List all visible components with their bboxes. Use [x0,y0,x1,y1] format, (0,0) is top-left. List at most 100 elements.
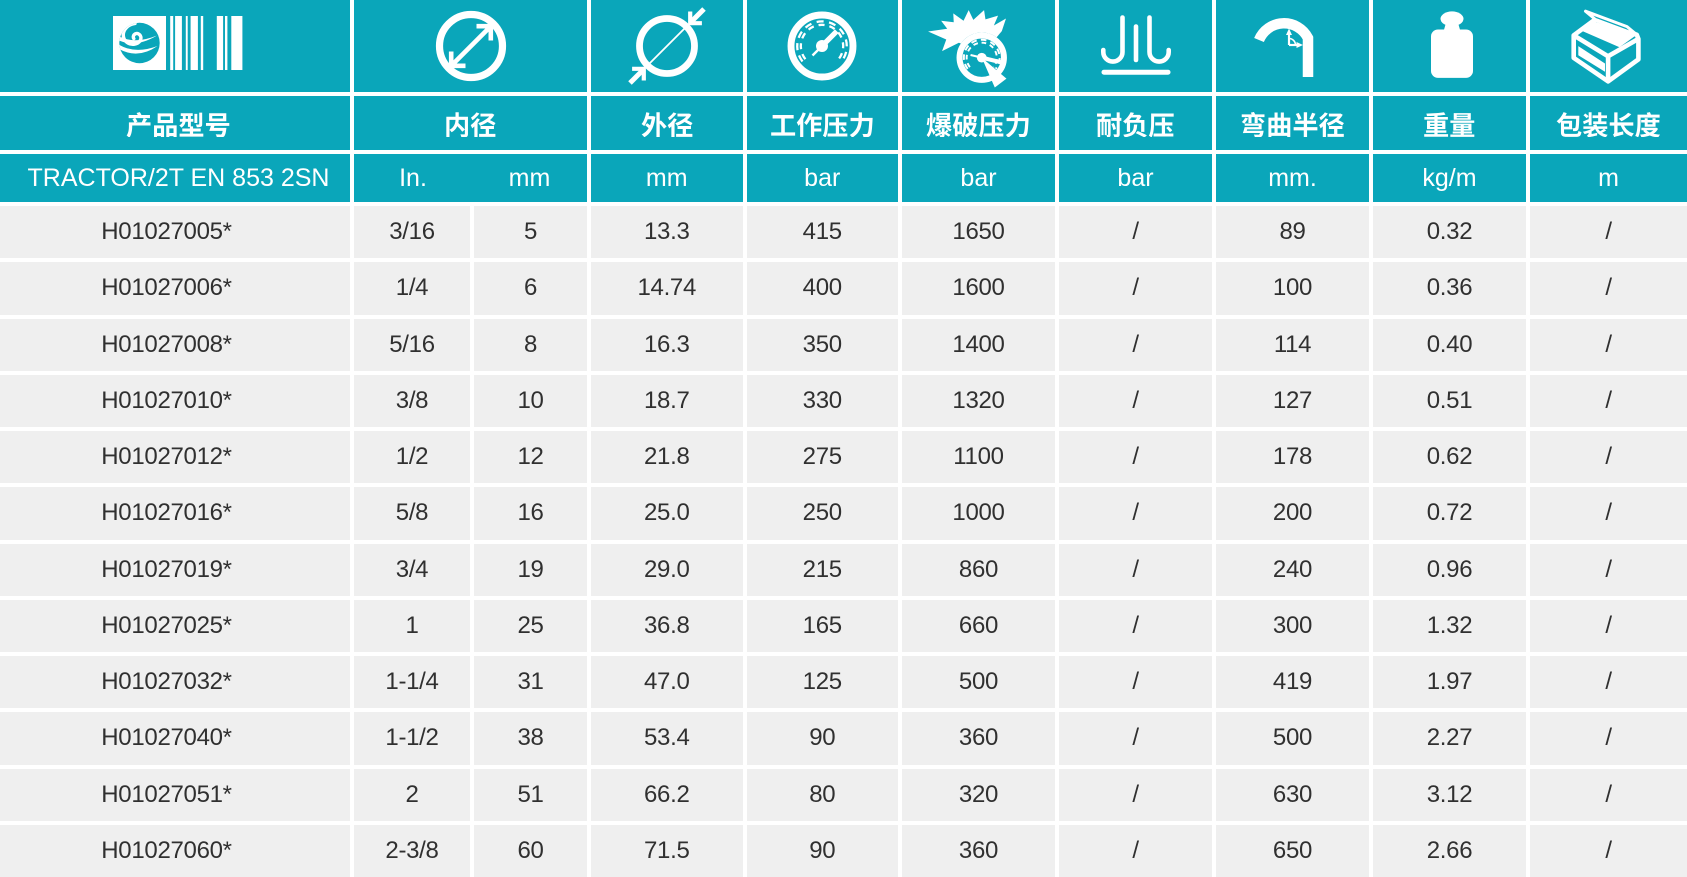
working-pressure-cell: 125 [746,656,898,709]
weight-cell: 0.62 [1373,431,1526,484]
outer-diameter-cell: 25.0 [591,487,743,540]
outer-diameter-cell: 66.2 [591,768,743,821]
inner-diameter-in-cell: 3/8 [354,374,470,427]
bend-radius-cell: 100 [1216,262,1369,315]
outer-diameter-cell: 53.4 [591,712,743,765]
bend-radius-label [1240,111,1345,138]
unit-label: mm [645,163,688,192]
inner-diameter-in-cell: 1 [354,599,470,652]
package-length-cell: / [1530,824,1687,877]
bend-radius-cell: 650 [1216,824,1369,877]
inner-diameter-mm-cell: 60 [474,824,587,877]
series-cell: TRACTOR/2T EN 853 2SN [0,154,350,202]
outer-diameter-cell: 47.0 [591,656,743,709]
working-pressure-unit-cell: bar [746,154,898,202]
weight-unit-cell: kg/m [1373,154,1526,202]
weight-icon [1375,0,1525,92]
column-header-bend-radius [1216,96,1369,150]
inner-diameter-icon [421,0,521,92]
weight-cell: 0.40 [1373,318,1526,371]
outer-diameter-cell: 36.8 [591,599,743,652]
inner-diameter-mm-cell: 51 [474,768,587,821]
product-code-cell: H01027019* [0,543,350,596]
product-model-label [126,111,231,138]
product-code-cell: H01027025* [0,599,350,652]
column-header-package-length [1530,96,1687,150]
working-pressure-cell: 165 [746,599,898,652]
package-length-cell: / [1530,374,1687,427]
unit-label: bar [804,163,841,192]
inner-diameter-units-cell: In. mm [354,154,587,202]
vacuum-cell: / [1059,318,1212,371]
working-pressure-cell: 275 [746,431,898,484]
vacuum-cell: / [1059,487,1212,540]
column-header-inner-diameter [354,96,587,150]
burst-pressure-label [926,111,1031,138]
vacuum-cell: / [1059,656,1212,709]
inner-diameter-in-cell: 1/4 [354,262,470,315]
working-pressure-cell: 400 [746,262,898,315]
unit-label: mm. [1268,163,1317,192]
logo-cell [0,0,350,92]
bend-radius-cell: 200 [1216,487,1369,540]
burst-pressure-cell: 1400 [902,318,1055,371]
outer-diameter-cell: 13.3 [591,206,743,259]
outer-diameter-cell: 29.0 [591,543,743,596]
column-header-outer-diameter [591,96,743,150]
inner-diameter-mm-cell: 25 [474,599,587,652]
burst-pressure-cell: 1320 [902,374,1055,427]
vacuum-cell: / [1059,431,1212,484]
vacuum-resistance-label [1096,111,1175,138]
vacuum-cell: / [1059,824,1212,877]
working-pressure-cell: 415 [746,206,898,259]
inner-diameter-in-cell: 3/4 [354,543,470,596]
burst-pressure-cell: 360 [902,712,1055,765]
bend-radius-cell: 300 [1216,599,1369,652]
package-length-label [1556,111,1661,138]
package-length-cell: / [1530,712,1687,765]
inner-diameter-in-cell: 1-1/2 [354,712,470,765]
globe-barcode-logo-icon [105,16,245,76]
vacuum-cell: / [1059,712,1212,765]
inner-diameter-in-cell: 3/16 [354,206,470,259]
inner-diameter-in-cell: 2-3/8 [354,824,470,877]
unit-label: kg/m [1422,163,1477,192]
vacuum-resistance-icon [1086,0,1186,92]
bend-radius-cell: 240 [1216,543,1369,596]
inner-diameter-mm-cell: 8 [474,318,587,371]
series-label: TRACTOR/2T EN 853 2SN [27,163,330,192]
inner-diameter-mm-cell: 31 [474,656,587,709]
inner-diameter-label [444,111,496,138]
bend-radius-unit-cell: mm. [1216,154,1369,202]
weight-cell: 0.36 [1373,262,1526,315]
product-code-cell: H01027051* [0,768,350,821]
burst-pressure-cell: 1100 [902,431,1055,484]
vacuum-cell: / [1059,206,1212,259]
burst-pressure-unit-cell: bar [902,154,1055,202]
vacuum-cell: / [1059,262,1212,315]
burst-pressure-cell: 360 [902,824,1055,877]
unit-label: m [1598,163,1619,192]
column-header-product [0,96,350,150]
burst-pressure-cell: 860 [902,543,1055,596]
burst-pressure-cell: 1650 [902,206,1055,259]
inner-diameter-mm-cell: 5 [474,206,587,259]
outer-diameter-cell: 16.3 [591,318,743,371]
weight-cell: 0.51 [1373,374,1526,427]
outer-diameter-cell: 21.8 [591,431,743,484]
vacuum-cell: / [1059,543,1212,596]
product-code-cell: H01027008* [0,318,350,371]
weight-cell: 1.97 [1373,656,1526,709]
package-length-cell: / [1530,768,1687,821]
weight-cell: 2.27 [1373,712,1526,765]
working-pressure-label [770,111,875,138]
inner-diameter-mm-cell: 19 [474,543,587,596]
product-code-cell: H01027005* [0,206,350,259]
working-pressure-cell: 215 [746,543,898,596]
outer-diameter-cell: 14.74 [591,262,743,315]
working-pressure-cell: 80 [746,768,898,821]
package-icon-cell [1530,0,1687,92]
unit-label: bar [960,163,997,192]
unit-inches: In. [399,163,427,192]
